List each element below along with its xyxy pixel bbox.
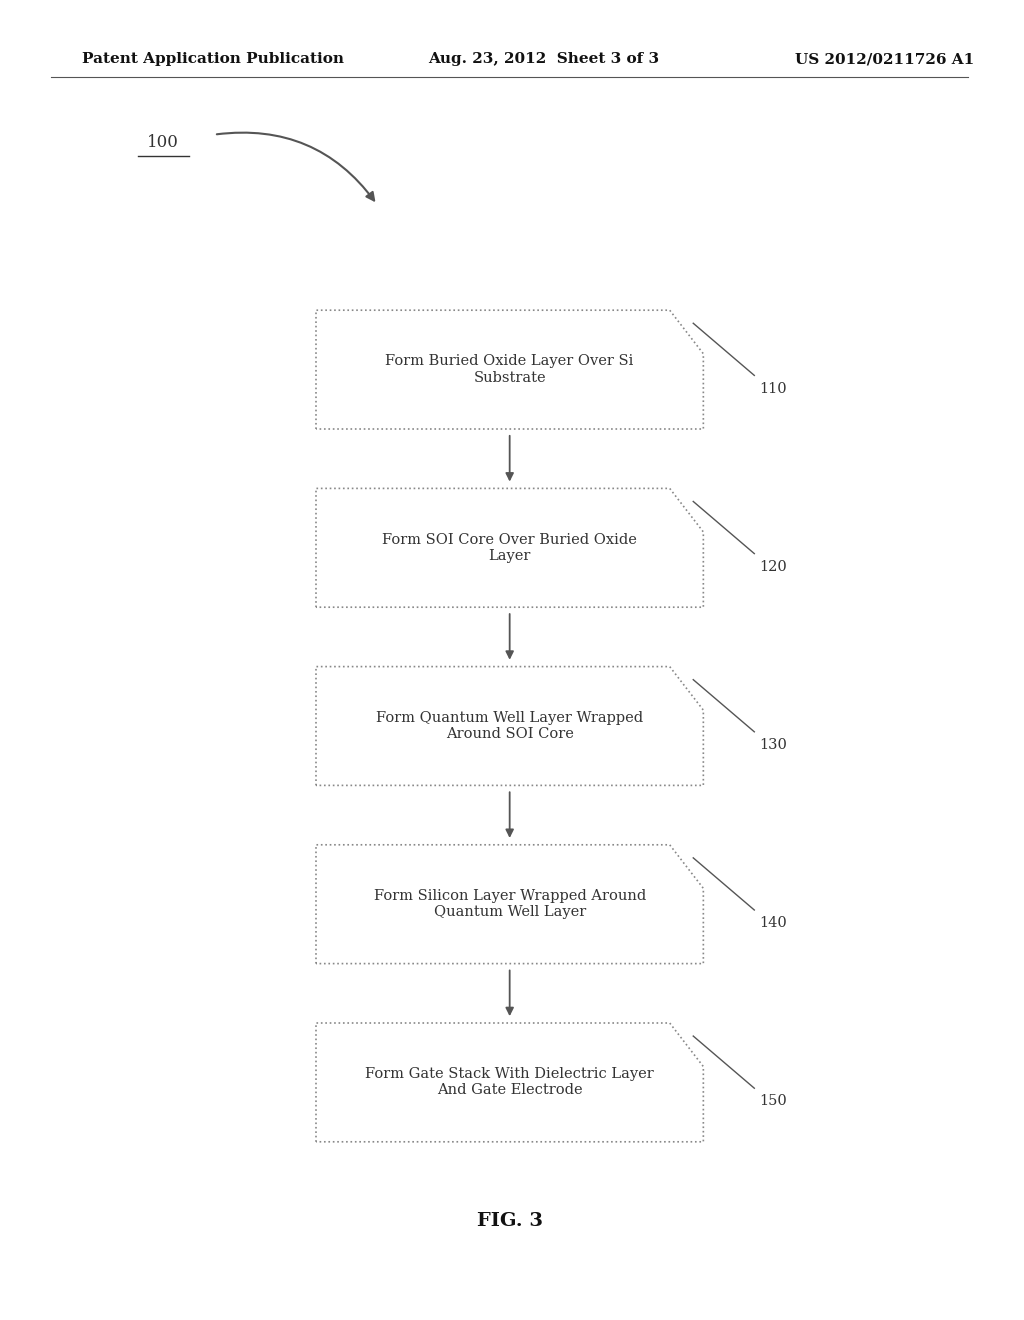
Text: 150: 150 bbox=[760, 1094, 787, 1109]
Text: Aug. 23, 2012  Sheet 3 of 3: Aug. 23, 2012 Sheet 3 of 3 bbox=[428, 53, 659, 66]
Text: 140: 140 bbox=[760, 916, 787, 931]
Text: Form Buried Oxide Layer Over Si
Substrate: Form Buried Oxide Layer Over Si Substrat… bbox=[385, 355, 634, 384]
Text: Form Gate Stack With Dielectric Layer
And Gate Electrode: Form Gate Stack With Dielectric Layer An… bbox=[366, 1068, 654, 1097]
Text: 120: 120 bbox=[760, 560, 787, 574]
Text: Form SOI Core Over Buried Oxide
Layer: Form SOI Core Over Buried Oxide Layer bbox=[382, 533, 637, 562]
Text: Form Quantum Well Layer Wrapped
Around SOI Core: Form Quantum Well Layer Wrapped Around S… bbox=[376, 711, 643, 741]
Text: Form Silicon Layer Wrapped Around
Quantum Well Layer: Form Silicon Layer Wrapped Around Quantu… bbox=[374, 890, 646, 919]
Polygon shape bbox=[316, 1023, 703, 1142]
Text: 100: 100 bbox=[147, 135, 179, 150]
Text: 110: 110 bbox=[760, 381, 787, 396]
Polygon shape bbox=[316, 667, 703, 785]
Text: 130: 130 bbox=[760, 738, 787, 752]
Text: FIG. 3: FIG. 3 bbox=[476, 1212, 543, 1230]
Polygon shape bbox=[316, 488, 703, 607]
Polygon shape bbox=[316, 845, 703, 964]
Polygon shape bbox=[316, 310, 703, 429]
Text: Patent Application Publication: Patent Application Publication bbox=[82, 53, 343, 66]
Text: US 2012/0211726 A1: US 2012/0211726 A1 bbox=[795, 53, 975, 66]
